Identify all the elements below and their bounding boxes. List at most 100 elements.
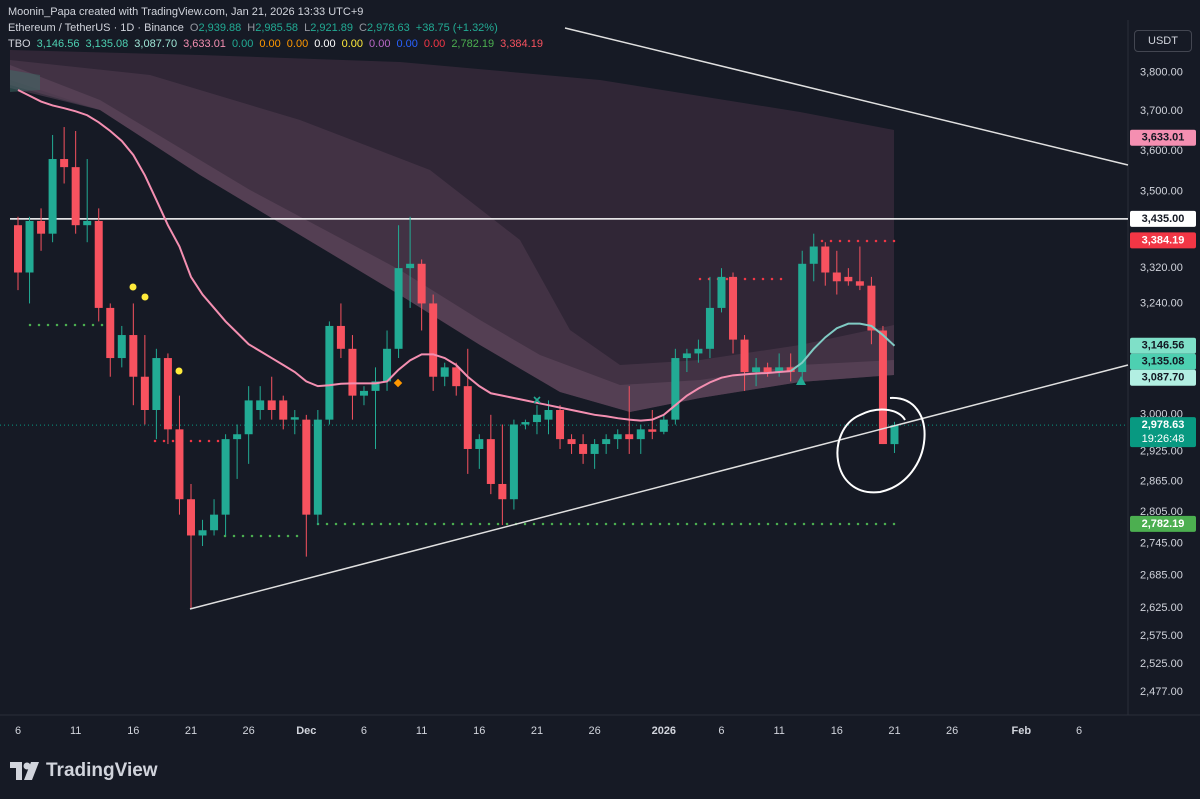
x-tick-label: 26 [243, 725, 255, 737]
candle-body [83, 220, 92, 226]
candle-body [117, 335, 126, 359]
candle-body [544, 409, 553, 420]
candle-body [844, 276, 853, 282]
price-label-box [1130, 353, 1196, 370]
candle-body [244, 400, 253, 435]
y-tick-label: 3,320.00 [1140, 262, 1183, 274]
candle-body [129, 335, 138, 377]
candle-body [348, 348, 357, 396]
credit-text: Moonin_Papa created with TradingView.com… [8, 6, 364, 18]
y-tick-label: 2,745.00 [1140, 537, 1183, 549]
candle-body [152, 358, 161, 410]
candle-body [302, 419, 311, 515]
candle-body [383, 348, 392, 382]
x-tick-label: 6 [15, 725, 21, 737]
y-tick-label: 3,700.00 [1140, 105, 1183, 117]
candle-body [590, 444, 599, 454]
candle-body [37, 220, 46, 234]
candle-body [279, 400, 288, 420]
indicator-row: TBO 3,146.56 3,135.08 3,087.70 3,633.01 0.00 0… [8, 36, 543, 52]
price-label: 2,782.19 [1142, 518, 1185, 530]
y-tick-label: 2,685.00 [1140, 569, 1183, 581]
indicator-value: 0.00 [341, 38, 364, 50]
signal-cross [533, 396, 541, 404]
overlay [129, 27, 1129, 610]
x-tick-label: 11 [773, 725, 784, 737]
indicator-name: TBO [8, 38, 31, 50]
candle-body [878, 330, 887, 445]
price-label: 2,978.63 [1142, 419, 1185, 431]
candle-body [163, 358, 172, 430]
dotted-levels [28, 239, 897, 538]
indicator-value: 0.00 [396, 38, 418, 50]
cloud-mid [10, 60, 894, 412]
y-tick-label: 2,477.00 [1140, 686, 1183, 698]
candles [0, 89, 1128, 609]
indicator-value: 3,135.08 [85, 38, 129, 50]
candle-body [429, 303, 438, 377]
candle-body [94, 220, 103, 308]
candle-body [752, 367, 761, 373]
y-tick-label: 3,240.00 [1140, 297, 1183, 309]
candle-body [25, 220, 34, 273]
candle-body [832, 272, 841, 282]
price-label: 3,633.01 [1142, 132, 1185, 144]
signal-triangle [796, 376, 806, 385]
circle-annotation [836, 396, 926, 494]
currency-button[interactable]: USDT [1134, 30, 1192, 52]
candle-body [486, 439, 495, 484]
candle-body [498, 483, 507, 500]
indicator-value: 0.00 [423, 38, 446, 50]
candle-body [210, 514, 219, 531]
x-tick-label: 26 [946, 725, 958, 737]
candle-body [625, 434, 634, 440]
candle-body [821, 246, 830, 273]
indicator-value: 0.00 [369, 38, 391, 50]
ohlc-item: H2,985.58 [247, 20, 298, 36]
ohlc-key: L [304, 22, 311, 34]
ohlc-key: H [247, 22, 256, 34]
indicator-value: 0.00 [286, 38, 309, 50]
candle-body [71, 167, 80, 226]
x-tick-label: 11 [416, 725, 427, 737]
candle-body [233, 434, 242, 440]
ohlc-value: 2,939.88 [198, 22, 242, 34]
price-label: 3,146.56 [1142, 340, 1185, 352]
candle-body [267, 400, 276, 410]
candle-body [798, 263, 807, 373]
candle-body [313, 419, 322, 515]
indicator-value: 2,782.19 [451, 38, 495, 50]
candle-body [406, 263, 415, 269]
cloud-edge [10, 70, 40, 92]
x-tick-label: 16 [473, 725, 485, 737]
candle-body [290, 417, 299, 420]
price-label-box [1130, 129, 1196, 146]
ohlc-item: L2,921.89 [304, 20, 353, 36]
x-tick-label: 6 [361, 725, 367, 737]
x-tick-label: 21 [888, 725, 900, 737]
candle-body [371, 381, 380, 391]
candle-body [325, 325, 334, 420]
price-label-box [1130, 417, 1196, 448]
candle-body [175, 429, 184, 500]
candle-body [775, 367, 784, 373]
logo: TradingView [10, 760, 158, 782]
candle-body [186, 499, 195, 536]
candle-body [509, 424, 518, 500]
logo-text: TradingView [46, 760, 158, 781]
trendline [564, 27, 1129, 166]
candle-body [336, 325, 345, 349]
signal-dot [175, 367, 183, 375]
candle-body [221, 439, 230, 515]
candle-body [890, 425, 899, 445]
candle-body [440, 367, 449, 377]
candle-body [417, 263, 426, 304]
indicator-line [17, 89, 791, 422]
candle-body [636, 429, 645, 440]
candle-body [786, 367, 795, 373]
cloud-inner [10, 65, 894, 412]
price-label: 3,087.70 [1142, 372, 1185, 384]
candle-body [359, 390, 368, 396]
